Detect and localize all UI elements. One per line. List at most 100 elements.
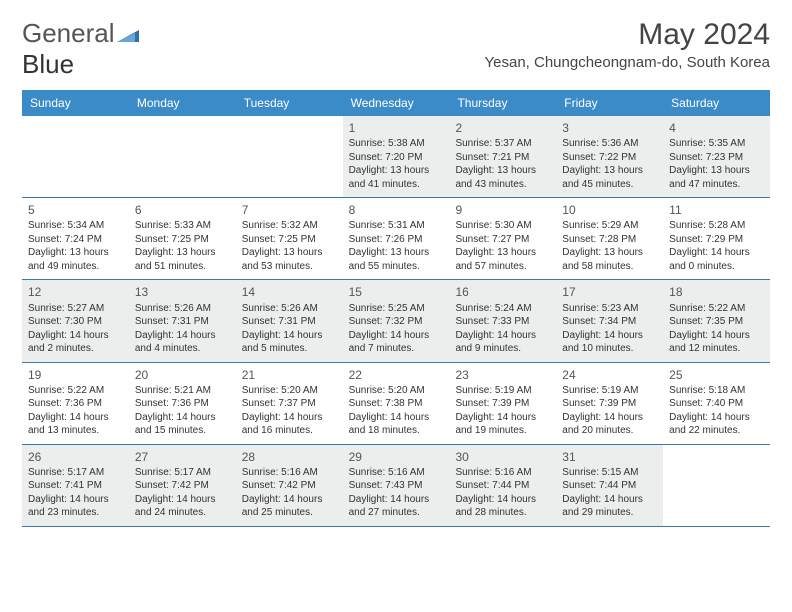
day-cell: 29Sunrise: 5:16 AMSunset: 7:43 PMDayligh…	[343, 445, 450, 526]
day-info-line: and 53 minutes.	[242, 260, 337, 274]
day-cell: 7Sunrise: 5:32 AMSunset: 7:25 PMDaylight…	[236, 198, 343, 279]
day-info-line: Daylight: 14 hours	[242, 493, 337, 507]
day-number: 23	[455, 367, 550, 383]
day-info-line: Sunrise: 5:24 AM	[455, 302, 550, 316]
day-number: 8	[349, 202, 444, 218]
day-info-line: Sunset: 7:39 PM	[562, 397, 657, 411]
day-number: 22	[349, 367, 444, 383]
day-info-line: Sunrise: 5:26 AM	[135, 302, 230, 316]
day-cell: 2Sunrise: 5:37 AMSunset: 7:21 PMDaylight…	[449, 116, 556, 197]
day-info-line: Daylight: 14 hours	[562, 493, 657, 507]
day-info-line: Sunrise: 5:15 AM	[562, 466, 657, 480]
day-info-line: and 58 minutes.	[562, 260, 657, 274]
day-cell: 18Sunrise: 5:22 AMSunset: 7:35 PMDayligh…	[663, 280, 770, 361]
day-info-line: and 22 minutes.	[669, 424, 764, 438]
month-title: May 2024	[485, 18, 771, 52]
day-info-line: and 25 minutes.	[242, 506, 337, 520]
day-info-line: Daylight: 14 hours	[242, 411, 337, 425]
day-number: 9	[455, 202, 550, 218]
day-info-line: and 45 minutes.	[562, 178, 657, 192]
day-info-line: Sunrise: 5:18 AM	[669, 384, 764, 398]
day-info-line: and 9 minutes.	[455, 342, 550, 356]
day-info-line: Sunset: 7:33 PM	[455, 315, 550, 329]
day-cell: 14Sunrise: 5:26 AMSunset: 7:31 PMDayligh…	[236, 280, 343, 361]
day-cell: 12Sunrise: 5:27 AMSunset: 7:30 PMDayligh…	[22, 280, 129, 361]
day-info-line: Sunset: 7:26 PM	[349, 233, 444, 247]
day-cell: 28Sunrise: 5:16 AMSunset: 7:42 PMDayligh…	[236, 445, 343, 526]
day-info-line: Sunset: 7:32 PM	[349, 315, 444, 329]
day-info-line: and 13 minutes.	[28, 424, 123, 438]
day-info-line: and 10 minutes.	[562, 342, 657, 356]
day-info-line: and 0 minutes.	[669, 260, 764, 274]
day-cell: 23Sunrise: 5:19 AMSunset: 7:39 PMDayligh…	[449, 363, 556, 444]
day-info-line: Daylight: 14 hours	[135, 411, 230, 425]
brand-triangle-icon	[117, 18, 139, 49]
day-cell: 1Sunrise: 5:38 AMSunset: 7:20 PMDaylight…	[343, 116, 450, 197]
day-info-line: Sunrise: 5:32 AM	[242, 219, 337, 233]
day-info-line: Sunrise: 5:30 AM	[455, 219, 550, 233]
day-number: 21	[242, 367, 337, 383]
day-info-line: and 41 minutes.	[349, 178, 444, 192]
day-info-line: Daylight: 13 hours	[562, 246, 657, 260]
day-info-line: and 29 minutes.	[562, 506, 657, 520]
weekday-header: Tuesday	[236, 90, 343, 116]
day-info-line: Sunset: 7:42 PM	[242, 479, 337, 493]
day-info-line: Sunset: 7:21 PM	[455, 151, 550, 165]
weekday-header: Sunday	[22, 90, 129, 116]
location-label: Yesan, Chungcheongnam-do, South Korea	[485, 54, 771, 71]
day-info-line: and 15 minutes.	[135, 424, 230, 438]
day-info-line: Daylight: 14 hours	[349, 411, 444, 425]
weekday-header-row: SundayMondayTuesdayWednesdayThursdayFrid…	[22, 90, 770, 116]
day-cell: 15Sunrise: 5:25 AMSunset: 7:32 PMDayligh…	[343, 280, 450, 361]
day-info-line: Daylight: 14 hours	[28, 411, 123, 425]
day-info-line: Daylight: 13 hours	[135, 246, 230, 260]
day-number: 31	[562, 449, 657, 465]
day-info-line: Sunset: 7:27 PM	[455, 233, 550, 247]
day-number: 27	[135, 449, 230, 465]
day-number: 12	[28, 284, 123, 300]
day-cell	[663, 445, 770, 526]
day-info-line: Sunset: 7:25 PM	[242, 233, 337, 247]
day-info-line: Sunrise: 5:16 AM	[349, 466, 444, 480]
day-info-line: Sunrise: 5:26 AM	[242, 302, 337, 316]
day-info-line: Sunrise: 5:35 AM	[669, 137, 764, 151]
day-number: 10	[562, 202, 657, 218]
week-row: 26Sunrise: 5:17 AMSunset: 7:41 PMDayligh…	[22, 445, 770, 527]
day-info-line: and 49 minutes.	[28, 260, 123, 274]
day-info-line: Sunset: 7:38 PM	[349, 397, 444, 411]
day-info-line: and 20 minutes.	[562, 424, 657, 438]
day-info-line: and 27 minutes.	[349, 506, 444, 520]
day-info-line: Sunset: 7:42 PM	[135, 479, 230, 493]
day-info-line: Sunset: 7:41 PM	[28, 479, 123, 493]
day-number: 30	[455, 449, 550, 465]
brand-part2: Blue	[22, 49, 74, 79]
day-number: 29	[349, 449, 444, 465]
week-row: 12Sunrise: 5:27 AMSunset: 7:30 PMDayligh…	[22, 280, 770, 362]
day-number: 1	[349, 120, 444, 136]
day-info-line: Sunrise: 5:31 AM	[349, 219, 444, 233]
day-info-line: Sunrise: 5:17 AM	[28, 466, 123, 480]
day-number: 20	[135, 367, 230, 383]
day-cell: 8Sunrise: 5:31 AMSunset: 7:26 PMDaylight…	[343, 198, 450, 279]
day-info-line: Daylight: 13 hours	[669, 164, 764, 178]
day-info-line: Sunrise: 5:16 AM	[455, 466, 550, 480]
day-info-line: Daylight: 14 hours	[562, 329, 657, 343]
day-info-line: Daylight: 13 hours	[455, 246, 550, 260]
day-info-line: Sunrise: 5:25 AM	[349, 302, 444, 316]
day-cell: 16Sunrise: 5:24 AMSunset: 7:33 PMDayligh…	[449, 280, 556, 361]
day-cell: 30Sunrise: 5:16 AMSunset: 7:44 PMDayligh…	[449, 445, 556, 526]
day-info-line: Daylight: 13 hours	[28, 246, 123, 260]
day-info-line: Sunrise: 5:19 AM	[455, 384, 550, 398]
day-number: 28	[242, 449, 337, 465]
day-info-line: and 2 minutes.	[28, 342, 123, 356]
day-info-line: Sunrise: 5:17 AM	[135, 466, 230, 480]
day-number: 13	[135, 284, 230, 300]
day-cell: 20Sunrise: 5:21 AMSunset: 7:36 PMDayligh…	[129, 363, 236, 444]
day-info-line: and 7 minutes.	[349, 342, 444, 356]
day-info-line: Sunset: 7:35 PM	[669, 315, 764, 329]
day-info-line: Sunset: 7:31 PM	[242, 315, 337, 329]
day-info-line: Sunset: 7:28 PM	[562, 233, 657, 247]
day-number: 6	[135, 202, 230, 218]
day-number: 26	[28, 449, 123, 465]
calendar: SundayMondayTuesdayWednesdayThursdayFrid…	[22, 90, 770, 527]
